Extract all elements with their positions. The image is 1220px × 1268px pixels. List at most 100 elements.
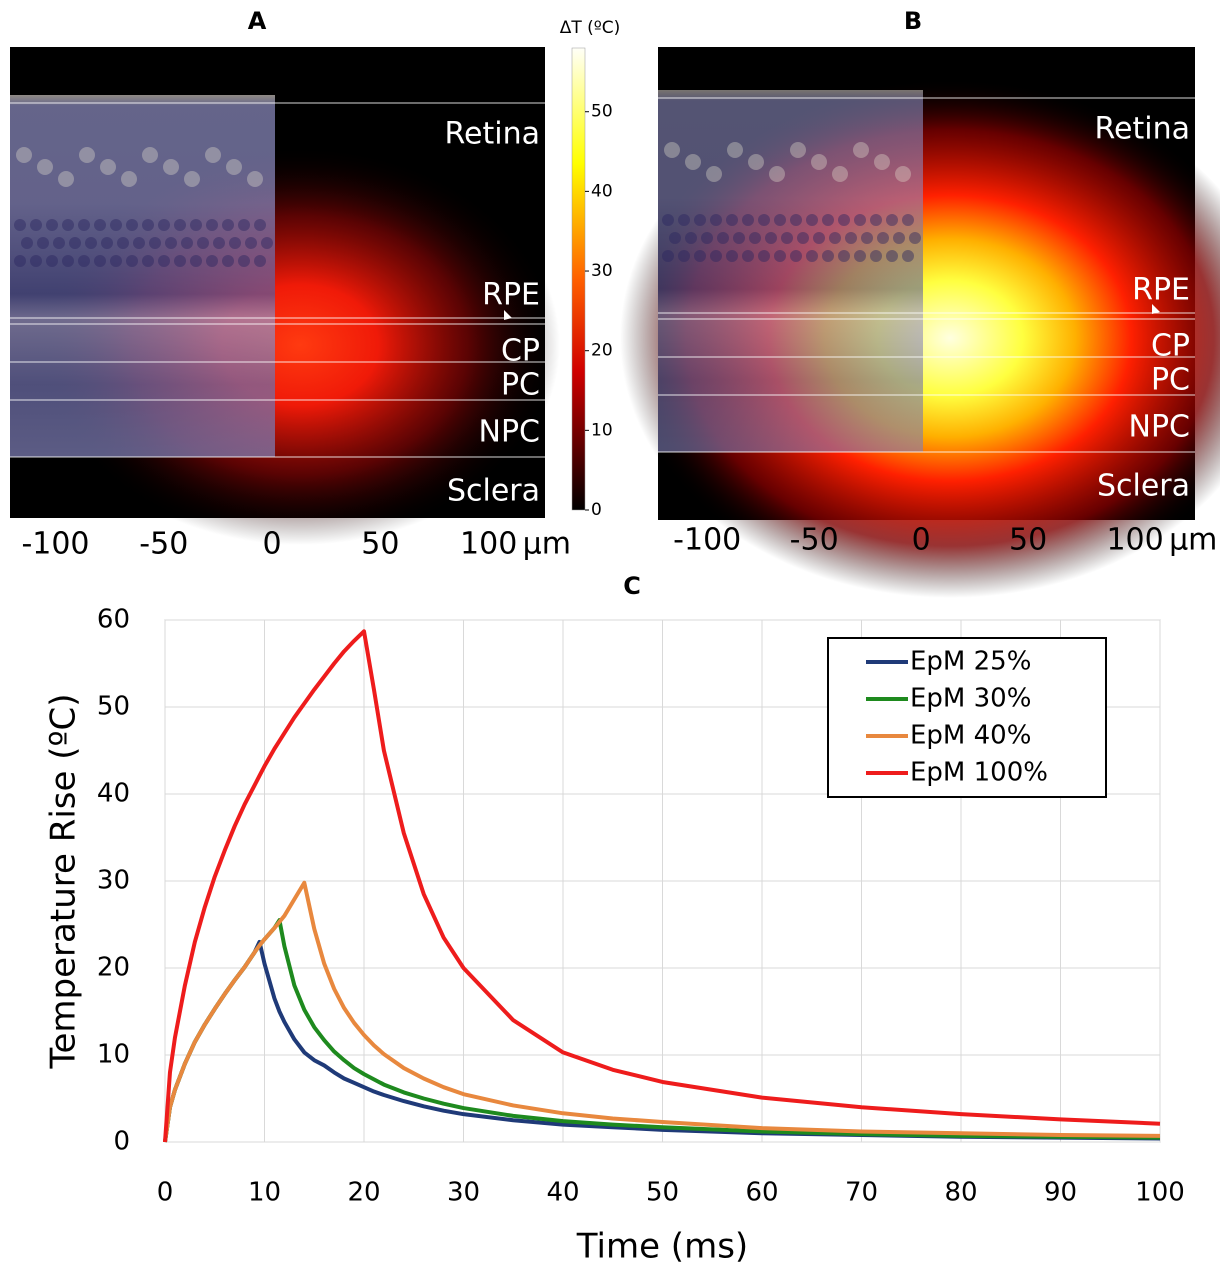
- layer-label: CP: [1151, 329, 1190, 364]
- x-tick-label: -100: [21, 527, 89, 562]
- x-tick-label: -50: [790, 523, 839, 558]
- cell-nucleus: [733, 232, 745, 244]
- y-tick-label: 50: [97, 692, 130, 722]
- cell-nucleus: [213, 237, 225, 249]
- heatmap-b: [620, 47, 1220, 598]
- layer-label: NPC: [1129, 410, 1190, 445]
- cell-nucleus: [742, 214, 754, 226]
- x-unit: µm: [523, 527, 571, 562]
- photoreceptor: [853, 142, 869, 158]
- cell-nucleus: [245, 237, 257, 249]
- cell-nucleus: [774, 214, 786, 226]
- cell-nucleus: [110, 255, 122, 267]
- x-tick-label: -50: [139, 527, 188, 562]
- y-tick-label: 40: [97, 779, 130, 809]
- cell-nucleus: [694, 214, 706, 226]
- photoreceptor: [706, 166, 722, 182]
- cell-nucleus: [886, 214, 898, 226]
- x-tick-label: 50: [1009, 523, 1047, 558]
- x-axis-label: Time (ms): [576, 1227, 748, 1267]
- y-tick-label: 60: [97, 605, 130, 635]
- cell-nucleus: [149, 237, 161, 249]
- x-tick-label: 40: [546, 1178, 579, 1208]
- cell-nucleus: [790, 214, 802, 226]
- x-tick-label: 90: [1044, 1178, 1077, 1208]
- cell-nucleus: [101, 237, 113, 249]
- cell-nucleus: [229, 237, 241, 249]
- cell-nucleus: [758, 214, 770, 226]
- cell-nucleus: [774, 250, 786, 262]
- colorbar-tick-label: 0: [591, 500, 602, 520]
- cell-nucleus: [78, 219, 90, 231]
- cell-nucleus: [829, 232, 841, 244]
- photoreceptor: [727, 142, 743, 158]
- legend-label: EpM 30%: [910, 684, 1031, 714]
- colorbar-tick-label: 50: [591, 102, 613, 122]
- photoreceptor: [163, 159, 179, 175]
- legend-label: EpM 25%: [910, 647, 1031, 677]
- cell-nucleus: [669, 232, 681, 244]
- x-tick-label: 60: [745, 1178, 778, 1208]
- cell-nucleus: [902, 250, 914, 262]
- legend-label: EpM 40%: [910, 721, 1031, 751]
- cell-nucleus: [886, 250, 898, 262]
- cell-nucleus: [78, 255, 90, 267]
- cell-nucleus: [749, 232, 761, 244]
- photoreceptor: [226, 159, 242, 175]
- photoreceptor: [100, 159, 116, 175]
- x-tick-label: 70: [845, 1178, 878, 1208]
- colorbar-tick-label: 10: [591, 420, 613, 440]
- cell-nucleus: [726, 250, 738, 262]
- cell-nucleus: [710, 214, 722, 226]
- cell-nucleus: [197, 237, 209, 249]
- cell-nucleus: [21, 237, 33, 249]
- y-tick-label: 20: [97, 953, 130, 983]
- cell-nucleus: [822, 214, 834, 226]
- photoreceptor: [58, 171, 74, 187]
- cell-nucleus: [110, 219, 122, 231]
- cell-nucleus: [254, 255, 266, 267]
- cell-nucleus: [261, 237, 273, 249]
- photoreceptor: [142, 147, 158, 163]
- photoreceptor: [811, 154, 827, 170]
- cell-nucleus: [46, 219, 58, 231]
- x-tick-label: 100: [1135, 1178, 1185, 1208]
- histology-overlay: [10, 95, 275, 457]
- colorbar-label: ΔT (ºC): [560, 18, 621, 38]
- cell-nucleus: [254, 219, 266, 231]
- cell-nucleus: [662, 214, 674, 226]
- x-tick-label: 100: [1106, 523, 1163, 558]
- x-tick-label: -100: [673, 523, 741, 558]
- cell-nucleus: [142, 255, 154, 267]
- x-tick-label: 10: [248, 1178, 281, 1208]
- layer-label: RPE: [1132, 273, 1190, 308]
- photoreceptor: [37, 159, 53, 175]
- panel-title: B: [904, 7, 922, 35]
- layer-label: Retina: [1095, 112, 1190, 147]
- cell-nucleus: [222, 219, 234, 231]
- cell-nucleus: [30, 255, 42, 267]
- cell-nucleus: [806, 214, 818, 226]
- colorbar-tick-label: 20: [591, 341, 613, 361]
- series-line: [163, 880, 1161, 1143]
- y-axis-label: Temperature Rise (ºC): [44, 694, 84, 1070]
- cell-nucleus: [126, 255, 138, 267]
- cell-nucleus: [62, 219, 74, 231]
- x-unit: µm: [1169, 523, 1217, 558]
- cell-nucleus: [806, 250, 818, 262]
- cell-nucleus: [222, 255, 234, 267]
- legend-box: [827, 637, 1107, 798]
- cell-nucleus: [701, 232, 713, 244]
- cell-nucleus: [14, 255, 26, 267]
- series-line: [163, 629, 1161, 1143]
- legend-label: EpM 100%: [910, 758, 1048, 788]
- photoreceptor: [79, 147, 95, 163]
- cell-nucleus: [790, 250, 802, 262]
- x-tick-label: 50: [646, 1178, 679, 1208]
- layer-label: Retina: [445, 117, 540, 152]
- colorbar: [571, 47, 586, 511]
- cell-nucleus: [909, 232, 921, 244]
- x-tick-label: 0: [912, 523, 931, 558]
- layer-label: NPC: [479, 415, 540, 450]
